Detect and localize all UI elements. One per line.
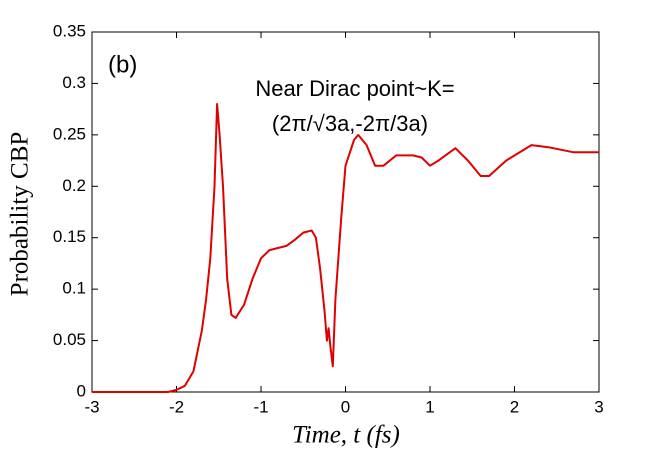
y-tick-label: 0.3 [62, 73, 86, 92]
data-line [92, 103, 599, 393]
y-tick-label: 0 [77, 381, 86, 400]
plot-frame [91, 31, 600, 393]
x-tick-label: -3 [84, 397, 99, 416]
x-axis-label: Time, t (fs) [292, 422, 400, 449]
x-tick-label: 2 [510, 397, 519, 416]
panel-label: (b) [108, 51, 137, 78]
y-axis-label: Probability CBP [7, 132, 34, 297]
y-tick-label: 0.05 [53, 330, 86, 349]
y-tick-label: 0.15 [53, 227, 86, 246]
x-tick-label: -2 [169, 397, 184, 416]
annotation: (2π/√3a,-2π/3a) [272, 111, 428, 136]
x-tick-label: -1 [253, 397, 268, 416]
x-tick-label: 1 [425, 397, 434, 416]
annotation: Near Dirac point~K= [255, 76, 454, 101]
y-tick-label: 0.25 [53, 124, 86, 143]
y-tick-label: 0.1 [62, 279, 86, 298]
y-tick-label: 0.35 [53, 21, 86, 40]
x-tick-label: 0 [341, 397, 350, 416]
x-tick-label: 3 [594, 397, 603, 416]
y-tick-label: 0.2 [62, 176, 86, 195]
